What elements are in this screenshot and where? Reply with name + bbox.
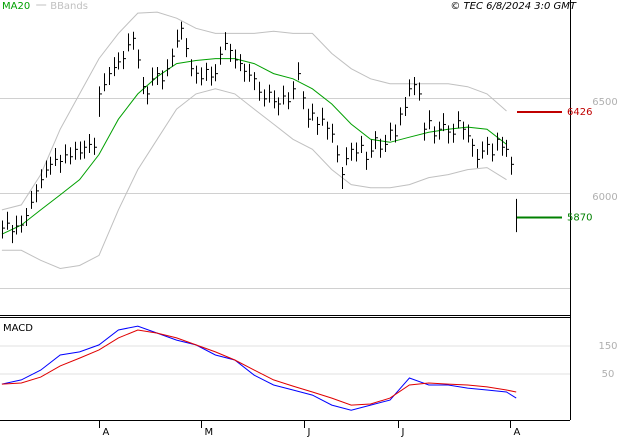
legend-label: MA20 (2, 1, 30, 12)
x-tick-label: M (205, 427, 214, 438)
y-tick-label: 150 (598, 341, 617, 352)
level-label: 6426 (567, 107, 592, 118)
macd-line (1, 325, 517, 411)
indicator-line (1, 11, 507, 211)
x-tick-label: J (307, 427, 311, 438)
legend-label: BBands (50, 1, 88, 12)
indicator-line (1, 88, 507, 270)
y-tick-label: 6000 (592, 192, 617, 203)
x-tick-label: A (514, 427, 521, 438)
x-tick-label: J (401, 427, 405, 438)
y-tick-label: 6500 (592, 97, 617, 108)
level-label: 5870 (567, 212, 592, 223)
indicator-line (1, 58, 507, 235)
y-tick-label: 50 (602, 369, 615, 380)
x-tick-label: A (103, 427, 110, 438)
macd-line (1, 329, 517, 406)
macd-title: MACD (3, 323, 33, 334)
source-label: © TEC 6/8/2024 3:0 GMT (450, 1, 577, 12)
